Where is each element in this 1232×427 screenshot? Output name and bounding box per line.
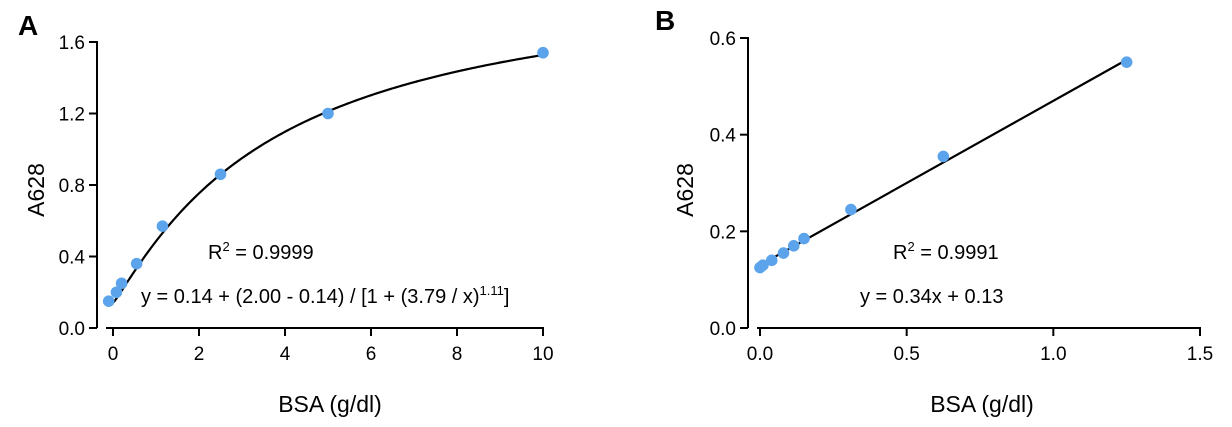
panel-b-x-tick-label: 0.0	[747, 344, 773, 365]
panel-a-y-tick-label: 1.6	[59, 33, 85, 54]
panel-a-data-point	[102, 295, 115, 307]
panel-a-x-tick-label: 0	[108, 344, 119, 365]
panel-a-y-tick-label: 1.2	[59, 105, 85, 126]
panel-a-fit-curve	[107, 53, 544, 305]
panel-a-fit-equation: y = 0.14 + (2.00 - 0.14) / [1 + (3.79 / …	[141, 283, 509, 308]
panel-a-x-axis-title: BSA (g/dl)	[278, 391, 382, 417]
panel-b-data-point	[845, 203, 857, 216]
panel-a-data-point	[156, 220, 169, 232]
panel-a-y-tick-label: 0.0	[59, 319, 85, 340]
panel-b-y-tick-label: 0.4	[710, 126, 737, 147]
panel-b-x-tick-label: 0.5	[893, 344, 919, 365]
panel-b-x-tick-label: 1.0	[1040, 344, 1066, 365]
panel-b-data-point	[937, 150, 950, 163]
panel-b-data-point	[787, 240, 800, 252]
panel-b-label: B	[655, 5, 675, 36]
panel-a-x-tick-label: 8	[452, 344, 463, 365]
panel-a-x-tick-label: 6	[366, 344, 377, 365]
panel-a-data-point	[115, 277, 128, 290]
panel-a-r-squared: R2 = 0.9999	[208, 239, 314, 264]
panel-a-y-tick-label: 0.4	[59, 248, 86, 269]
panel-b-x-tick-label: 1.5	[1187, 344, 1213, 365]
panel-b-plot-area: 0.0 0.2 0.4 0.6 0.0 0.5 1.0 1.5	[710, 29, 1214, 365]
panel-a-data-point	[110, 286, 123, 299]
panel-a-y-axis-title: A628	[23, 163, 49, 217]
panel-a-plot-area: 0.0 0.4 0.8 1.2 1.6 0 2 4 6 8 10	[59, 33, 554, 365]
panel-a-data-point	[322, 107, 334, 120]
panel-b-r-squared: R2 = 0.9991	[893, 239, 999, 264]
panel-b: B 0.0 0.2 0.4 0.6 0.0 0.5 1.0 1.5 BSA (g/dl) A6…	[655, 5, 1213, 417]
panel-b-y-tick-label: 0.0	[710, 319, 736, 340]
panel-a-x-tick-label: 2	[194, 344, 205, 365]
panel-b-data-point	[798, 232, 810, 245]
panel-b-data-point	[757, 259, 769, 271]
panel-b-y-axis-title: A628	[672, 163, 698, 217]
panel-a-x-tick-label: 4	[280, 344, 291, 365]
panel-b-fit-curve	[759, 58, 1128, 267]
panel-a-data-point	[130, 257, 143, 270]
panel-a-x-tick-label: 10	[532, 344, 553, 365]
panel-a: A 0.0 0.4 0.8 1.2 1.6 0 2 4 6 8 10 BSA (g/dl) A628…	[18, 10, 554, 417]
panel-a-data-point	[214, 168, 227, 181]
panel-a-y-tick-label: 0.8	[59, 176, 85, 197]
panel-a-data-point	[537, 46, 549, 59]
panel-b-y-tick-label: 0.6	[710, 29, 736, 50]
panel-b-data-point	[777, 247, 790, 259]
panel-b-y-tick-label: 0.2	[710, 222, 736, 243]
panel-a-label: A	[18, 10, 38, 41]
panel-b-x-axis-title: BSA (g/dl)	[930, 391, 1034, 417]
panel-b-fit-equation: y = 0.34x + 0.13	[860, 286, 1003, 308]
panel-b-data-point	[765, 254, 778, 267]
panel-b-data-point	[1120, 56, 1133, 68]
